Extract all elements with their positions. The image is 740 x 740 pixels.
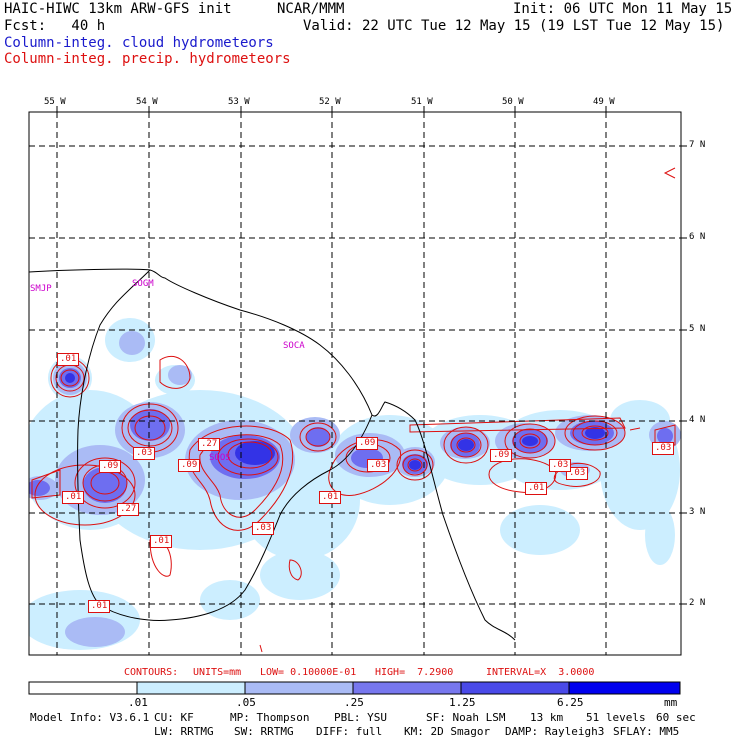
- contour-label: .03: [652, 442, 675, 455]
- damping-option: DAMP: Rayleigh3: [505, 725, 605, 738]
- diffusion-option: DIFF: full: [316, 725, 383, 738]
- contour-label: .03: [566, 467, 589, 480]
- time-step: 60 sec: [656, 711, 696, 724]
- field-precip-label: Column-integ. precip. hydrometeors: [4, 51, 291, 67]
- colorbar-tick: 1.25: [449, 696, 476, 709]
- lat-label-3n: 3 N: [689, 507, 706, 517]
- organization: NCAR/MMM: [277, 1, 345, 17]
- lon-label-55w: 55 W: [44, 97, 66, 107]
- contour-label: .09: [178, 459, 201, 472]
- contour-label: .01: [62, 491, 85, 504]
- contour-label: .01: [88, 600, 111, 613]
- coastline: [29, 112, 516, 655]
- contours-label: CONTOURS:: [124, 667, 179, 678]
- colorbar-tick: .01: [128, 696, 148, 709]
- contour-label: .01: [57, 353, 80, 366]
- colorbar-unit: mm: [664, 696, 678, 709]
- colorbar-tick: .05: [236, 696, 256, 709]
- lon-label-54w: 54 W: [136, 97, 158, 107]
- shading-layer: [29, 318, 681, 650]
- longwave-scheme: LW: RRTMG: [154, 725, 214, 738]
- contour-label: .01: [150, 535, 173, 548]
- lon-label-50w: 50 W: [502, 97, 524, 107]
- map-frame: [28, 111, 682, 656]
- colorbar: [28, 681, 681, 695]
- lat-label-7n: 7 N: [689, 140, 706, 150]
- lat-label-4n: 4 N: [689, 415, 706, 425]
- lat-label-5n: 5 N: [689, 324, 706, 334]
- lat-label-6n: 6 N: [689, 232, 706, 242]
- colorbar-tick: 6.25: [557, 696, 584, 709]
- microphysics-scheme: MP: Thompson: [230, 711, 310, 724]
- contour-high: HIGH= 7.2900: [375, 667, 454, 678]
- lon-label-49w: 49 W: [593, 97, 615, 107]
- colorbar-tick: .25: [344, 696, 364, 709]
- contour-label: .01: [319, 491, 342, 504]
- surface-scheme: SF: Noah LSM: [426, 711, 506, 724]
- shortwave-scheme: SW: RRTMG: [234, 725, 294, 738]
- contour-interval: INTERVAL=X 3.0000: [486, 667, 595, 678]
- forecast-hour: Fcst: 40 h: [4, 18, 106, 34]
- axis-ticks: [56, 106, 687, 605]
- station-smjp: SMJP: [30, 284, 52, 294]
- contour-label: .01: [525, 482, 548, 495]
- field-cloud-label: Column-integ. cloud hydrometeors: [4, 35, 274, 51]
- lat-label-2n: 2 N: [689, 598, 706, 608]
- lon-label-53w: 53 W: [228, 97, 250, 107]
- lon-label-51w: 51 W: [411, 97, 433, 107]
- station-sogm: SOGM: [132, 279, 154, 289]
- lat-lon-grid: [29, 112, 681, 655]
- eddy-coefficient-option: KM: 2D Smagor: [404, 725, 491, 738]
- contour-low: LOW= 0.10000E-01: [260, 667, 357, 678]
- surface-layer-option: SFLAY: MM5: [613, 725, 680, 738]
- contour-label: .03: [367, 459, 390, 472]
- model-version: Model Info: V3.6.1: [30, 711, 150, 724]
- contour-label: .03: [549, 459, 572, 472]
- station-soca: SOCA: [283, 341, 305, 351]
- contour-label: .09: [356, 437, 379, 450]
- contour-label: .09: [99, 460, 122, 473]
- lon-label-52w: 52 W: [319, 97, 341, 107]
- valid-time: Valid: 22 UTC Tue 12 May 15 (19 LST Tue …: [303, 18, 725, 34]
- pbl-scheme: PBL: YSU: [334, 711, 387, 724]
- contour-label: .03: [252, 522, 275, 535]
- station-soos: SOOS: [209, 453, 231, 463]
- grid-resolution: 13 km: [530, 711, 564, 724]
- contour-label: .09: [490, 449, 513, 462]
- init-time: Init: 06 UTC Mon 11 May 15: [513, 1, 733, 17]
- contour-units: UNITS=mm: [193, 667, 242, 678]
- cumulus-scheme: CU: KF: [154, 711, 194, 724]
- contour-label: .27: [198, 438, 221, 451]
- vertical-levels: 51 levels: [586, 711, 646, 724]
- contour-label: .03: [133, 447, 156, 460]
- contour-label: .27: [117, 503, 140, 516]
- model-title: HAIC-HIWC 13km ARW-GFS init: [4, 1, 232, 17]
